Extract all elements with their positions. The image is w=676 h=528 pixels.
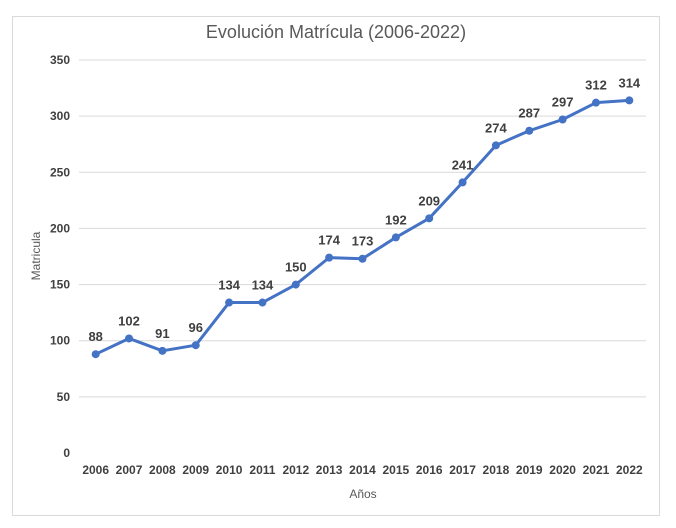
x-axis-ticks: 2006 2007 2008 2009 2010 2011 2012 2013 2014 2015… xyxy=(82,463,643,477)
data-label-2019: 287 xyxy=(518,106,540,121)
x-tick-label-2008: 2008 xyxy=(149,463,176,477)
gridlines xyxy=(79,59,646,398)
data-point-2008 xyxy=(158,346,167,355)
data-point-2020 xyxy=(558,115,567,124)
y-axis-ticks: 0 50 100 150 200 250 300 350 xyxy=(50,53,70,460)
data-label-2017: 241 xyxy=(452,157,474,172)
series-matricula xyxy=(91,96,634,359)
data-label-2021: 312 xyxy=(585,78,607,93)
data-point-2015 xyxy=(391,233,400,242)
data-point-2006 xyxy=(91,350,100,359)
data-label-2018: 274 xyxy=(485,120,507,135)
data-label-2014: 173 xyxy=(352,234,374,249)
data-label-2015: 192 xyxy=(385,212,407,227)
data-point-2010 xyxy=(225,298,234,307)
y-tick-label-300: 300 xyxy=(50,109,70,123)
x-tick-label-2017: 2017 xyxy=(449,463,476,477)
x-tick-label-2021: 2021 xyxy=(583,463,610,477)
data-point-2016 xyxy=(425,214,434,223)
data-point-2022 xyxy=(625,96,634,105)
y-tick-label-200: 200 xyxy=(50,221,70,235)
data-point-2014 xyxy=(358,254,367,263)
data-point-2018 xyxy=(491,141,500,150)
chart-title: Evolución Matrícula (2006-2022) xyxy=(206,22,466,42)
x-tick-label-2020: 2020 xyxy=(549,463,576,477)
x-tick-label-2011: 2011 xyxy=(249,463,275,477)
data-label-2007: 102 xyxy=(118,313,140,328)
y-tick-label-350: 350 xyxy=(50,53,70,67)
data-label-2010: 134 xyxy=(218,278,240,293)
x-tick-label-2013: 2013 xyxy=(316,463,343,477)
x-tick-label-2010: 2010 xyxy=(216,463,243,477)
data-label-2016: 209 xyxy=(418,193,440,208)
y-axis-title: Matricula xyxy=(29,231,43,280)
data-point-2013 xyxy=(325,253,334,262)
data-label-2020: 297 xyxy=(552,95,574,110)
data-label-2006: 88 xyxy=(88,329,102,344)
data-label-2008: 91 xyxy=(155,326,169,341)
data-label-2012: 150 xyxy=(285,260,307,275)
series-line xyxy=(94,98,631,356)
data-label-2013: 174 xyxy=(318,233,340,248)
x-tick-label-2019: 2019 xyxy=(516,463,543,477)
chart-frame xyxy=(12,16,660,516)
data-label-2009: 96 xyxy=(189,320,203,335)
data-point-2017 xyxy=(458,178,467,187)
x-tick-label-2016: 2016 xyxy=(416,463,443,477)
x-tick-label-2012: 2012 xyxy=(282,463,309,477)
y-tick-label-100: 100 xyxy=(50,334,70,348)
x-tick-label-2007: 2007 xyxy=(116,463,143,477)
data-label-2022: 314 xyxy=(618,75,640,90)
x-tick-label-2018: 2018 xyxy=(483,463,510,477)
y-tick-label-0: 0 xyxy=(63,446,70,460)
data-point-2011 xyxy=(258,298,267,307)
x-tick-label-2015: 2015 xyxy=(383,463,410,477)
y-tick-label-150: 150 xyxy=(50,278,70,292)
data-point-2019 xyxy=(525,126,534,135)
data-point-2007 xyxy=(125,334,134,343)
data-point-2012 xyxy=(291,280,300,289)
x-tick-label-2014: 2014 xyxy=(349,463,376,477)
x-tick-label-2009: 2009 xyxy=(182,463,209,477)
x-tick-label-2006: 2006 xyxy=(82,463,109,477)
data-point-2009 xyxy=(191,341,200,350)
x-axis-title: Años xyxy=(349,487,376,501)
data-labels: 88 102 91 96 134 134 150 174 173 192 209 241 274 287 2… xyxy=(88,75,640,344)
y-tick-label-50: 50 xyxy=(57,390,71,404)
data-point-2021 xyxy=(591,98,600,107)
data-label-2011: 134 xyxy=(252,278,274,293)
y-tick-label-250: 250 xyxy=(50,165,70,179)
x-tick-label-2022: 2022 xyxy=(616,463,643,477)
